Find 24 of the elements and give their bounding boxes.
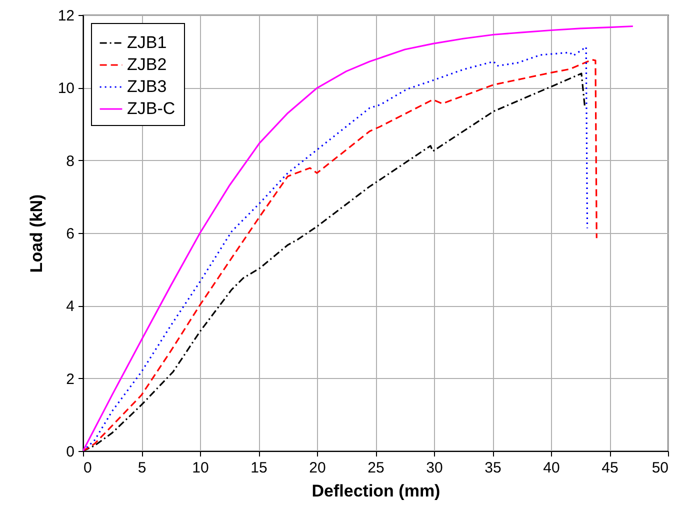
x-tick-label: 50	[652, 460, 668, 476]
legend-label: ZJB-C	[127, 99, 176, 118]
y-tick-label: 2	[66, 370, 74, 388]
legend-label: ZJB3	[127, 77, 167, 96]
x-tick-label: 30	[426, 460, 443, 476]
x-tick-label: 25	[368, 460, 384, 476]
y-tick-label: 10	[58, 80, 74, 98]
x-tick-label: 40	[543, 460, 560, 476]
x-tick-label: 45	[602, 460, 618, 476]
x-tick-label: 10	[192, 460, 209, 476]
y-tick-label: 0	[66, 444, 74, 460]
legend-label: ZJB2	[127, 55, 167, 74]
x-tick-label: 20	[309, 460, 326, 476]
x-tick-label: 35	[484, 460, 502, 476]
y-axis-title: Load (kN)	[26, 194, 46, 273]
y-tick-label: 4	[66, 298, 74, 316]
x-tick-label: 0	[84, 460, 92, 476]
x-tick-label: 5	[138, 460, 146, 476]
y-tick-label: 8	[66, 152, 74, 170]
x-tick-label: 15	[250, 460, 268, 476]
x-axis-title: Deflection (mm)	[312, 482, 440, 500]
y-tick-label: 12	[58, 8, 74, 24]
legend-label: ZJB1	[127, 33, 167, 52]
y-tick-label: 6	[66, 226, 74, 242]
